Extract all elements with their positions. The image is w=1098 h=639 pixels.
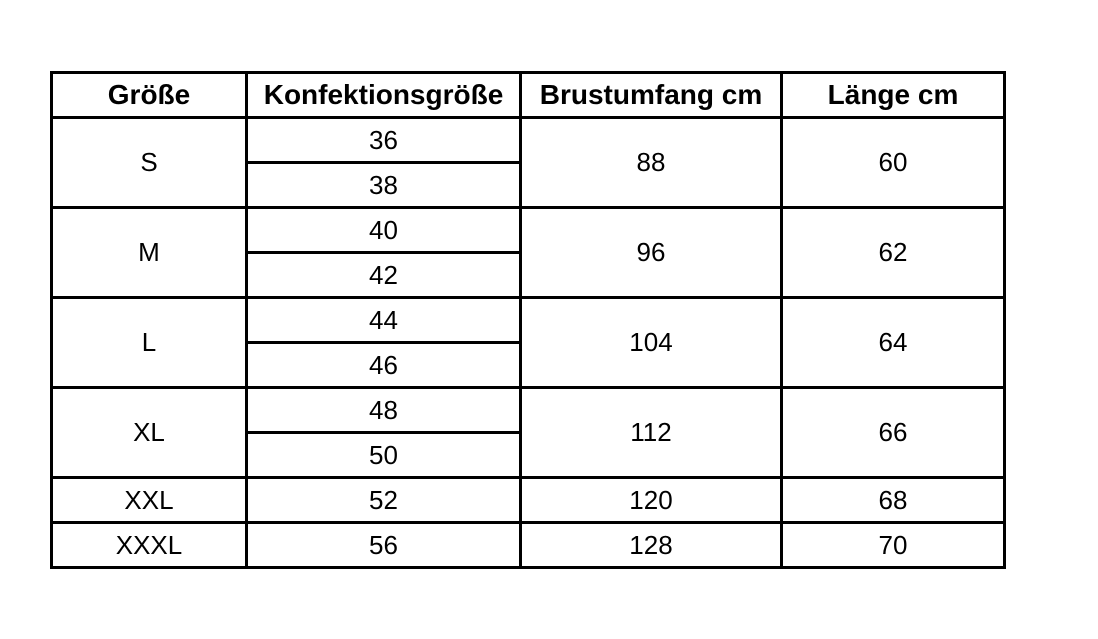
cell-groesse-l: L	[50, 296, 248, 389]
cell-konfektionsgroesse: 56	[245, 521, 522, 569]
cell-laenge: 68	[780, 476, 1006, 524]
cell-konfektionsgroesse: 52	[245, 476, 522, 524]
table-row-l: L 44 104 64	[50, 296, 1006, 389]
cell-brustumfang: 120	[519, 476, 783, 524]
cell-groesse-s: S	[50, 116, 248, 209]
header-laenge: Länge cm	[780, 71, 1006, 119]
header-brustumfang: Brustumfang cm	[519, 71, 783, 119]
cell-groesse-xxl: XXL	[50, 476, 248, 524]
cell-konfektionsgroesse: 50	[245, 431, 522, 479]
cell-konfektionsgroesse: 48	[245, 386, 522, 434]
table-row-m: M 40 96 62	[50, 206, 1006, 299]
cell-laenge: 62	[780, 206, 1006, 299]
cell-brustumfang: 104	[519, 296, 783, 389]
table-row-xxl: XXL 52 120 68	[50, 476, 1006, 524]
cell-konfektionsgroesse: 46	[245, 341, 522, 389]
table-row-m-sub: 42	[52, 251, 1005, 299]
cell-groesse-xxxl: XXXL	[50, 521, 248, 569]
cell-groesse-m: M	[50, 206, 248, 299]
cell-brustumfang: 112	[519, 386, 783, 479]
cell-brustumfang: 128	[519, 521, 783, 569]
table-row-l-sub: 46	[52, 341, 1005, 389]
cell-konfektionsgroesse: 40	[245, 206, 522, 254]
table-row-s: S 36 88 60	[50, 116, 1006, 209]
header-groesse: Größe	[50, 71, 248, 119]
cell-laenge: 66	[780, 386, 1006, 479]
cell-laenge: 70	[780, 521, 1006, 569]
table-row-xxxl: XXXL 56 128 70	[50, 521, 1006, 569]
table-row-xl: XL 48 112 66	[50, 386, 1006, 479]
cell-brustumfang: 88	[519, 116, 783, 209]
size-chart-table: Größe Konfektionsgröße Brustumfang cm Lä…	[50, 71, 1006, 569]
table-row-s-sub: 38	[52, 161, 1005, 209]
table-row-xl-sub: 50	[52, 431, 1005, 479]
cell-brustumfang: 96	[519, 206, 783, 299]
cell-laenge: 60	[780, 116, 1006, 209]
cell-konfektionsgroesse: 38	[245, 161, 522, 209]
cell-konfektionsgroesse: 36	[245, 116, 522, 164]
cell-groesse-xl: XL	[50, 386, 248, 479]
cell-laenge: 64	[780, 296, 1006, 389]
cell-konfektionsgroesse: 42	[245, 251, 522, 299]
header-row: Größe Konfektionsgröße Brustumfang cm Lä…	[50, 71, 1006, 119]
header-konfektionsgroesse: Konfektionsgröße	[245, 71, 522, 119]
cell-konfektionsgroesse: 44	[245, 296, 522, 344]
